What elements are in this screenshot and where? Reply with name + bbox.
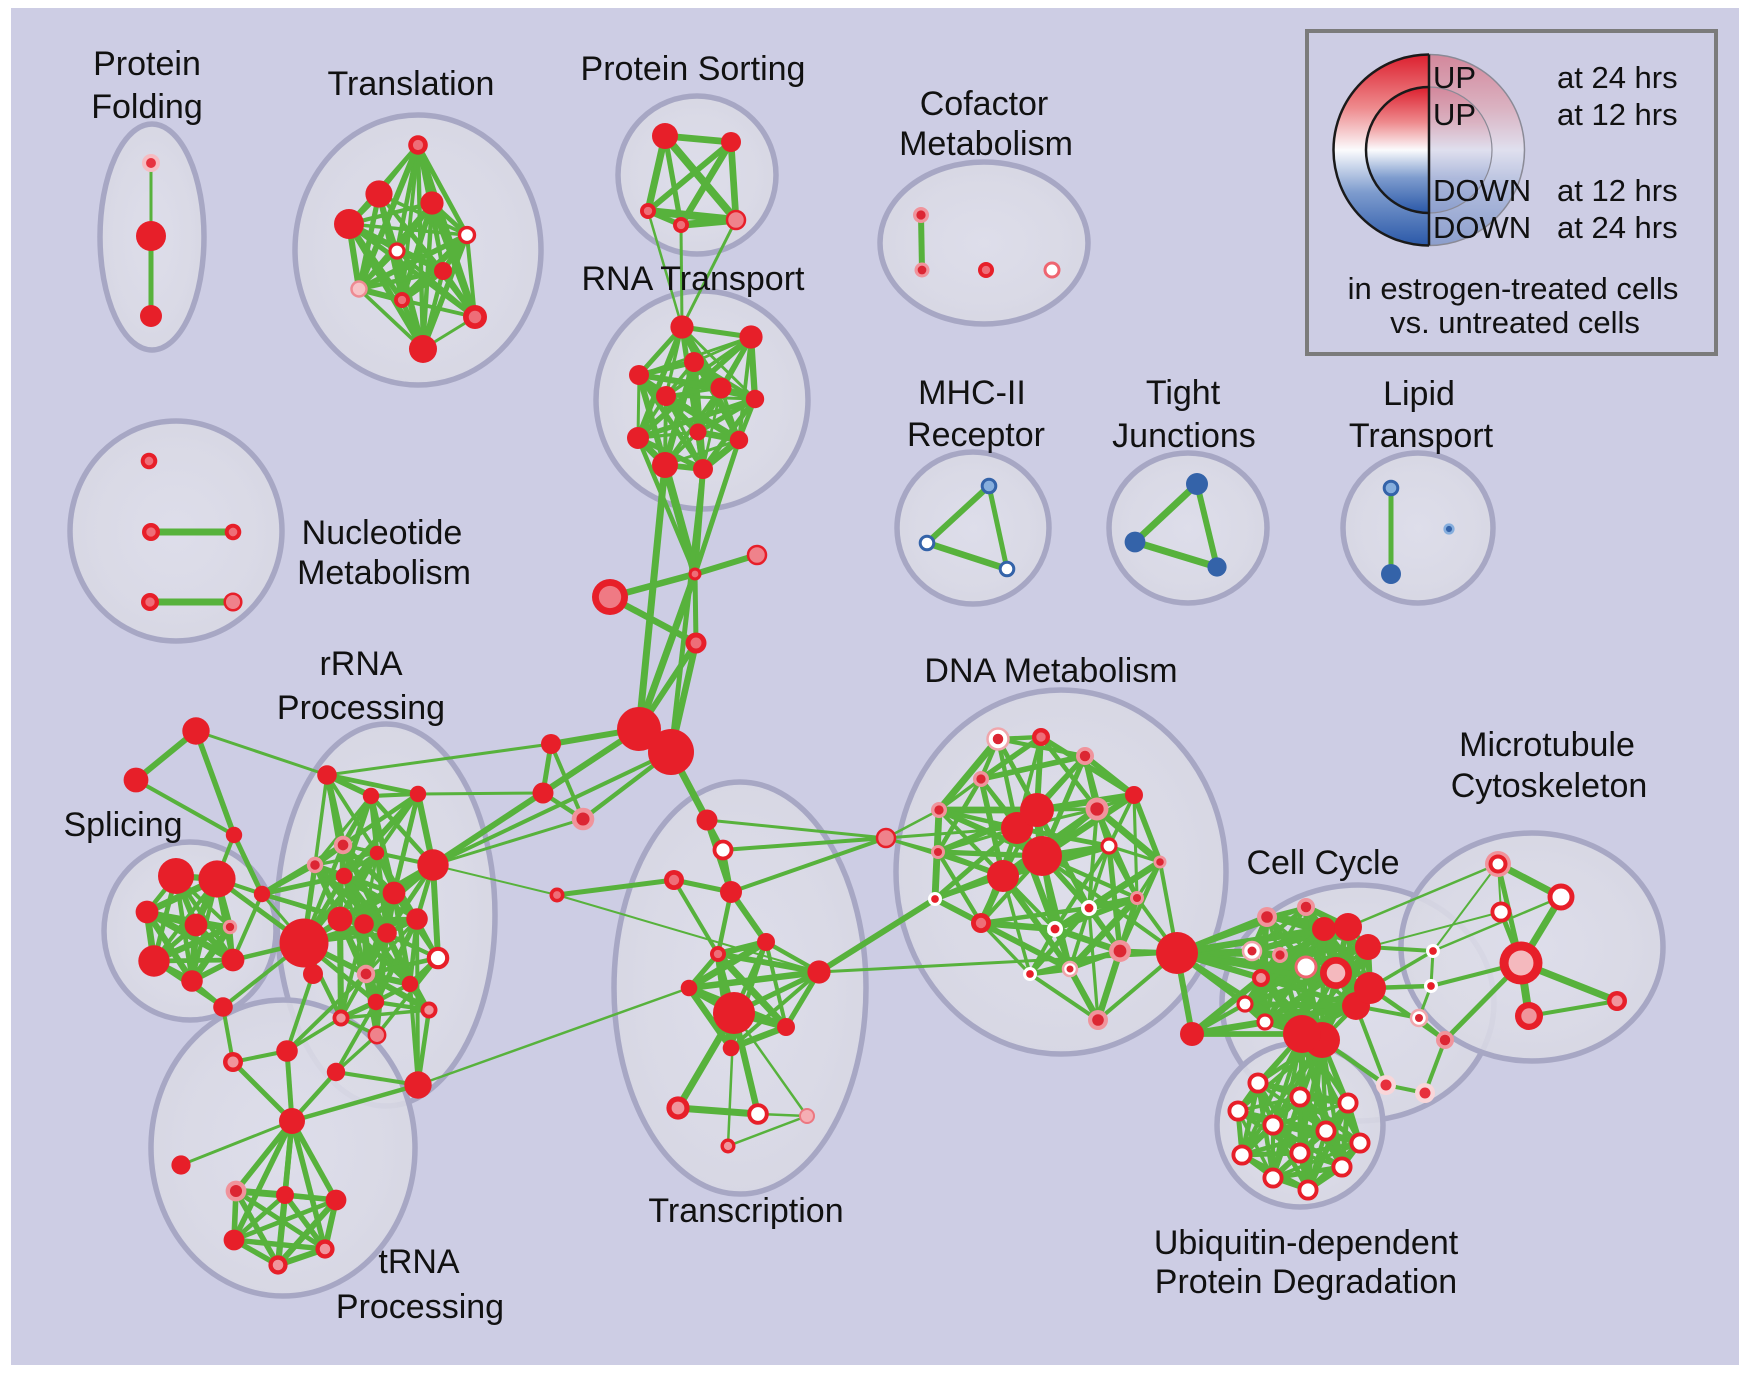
svg-text:DOWN: DOWN [1433,173,1531,208]
svg-text:UP: UP [1433,97,1476,132]
svg-text:Cofactor: Cofactor [920,85,1049,123]
svg-text:Transport: Transport [1349,417,1494,455]
svg-text:UP: UP [1433,60,1476,95]
svg-text:RNA Transport: RNA Transport [582,260,806,298]
svg-text:Metabolism: Metabolism [899,125,1073,163]
svg-text:at 12 hrs: at 12 hrs [1557,97,1678,132]
svg-text:Receptor: Receptor [907,416,1045,454]
svg-text:Lipid: Lipid [1383,375,1455,413]
svg-text:MHC-II: MHC-II [918,374,1026,412]
svg-text:Processing: Processing [336,1288,504,1326]
svg-text:Cell Cycle: Cell Cycle [1246,844,1399,882]
svg-text:DOWN: DOWN [1433,210,1531,245]
svg-text:Nucleotide: Nucleotide [302,514,463,552]
svg-text:Protein Degradation: Protein Degradation [1155,1263,1457,1301]
svg-text:Splicing: Splicing [63,806,182,844]
svg-text:vs. untreated cells: vs. untreated cells [1390,305,1640,340]
svg-text:Processing: Processing [277,689,445,727]
svg-text:Transcription: Transcription [648,1192,843,1230]
svg-text:rRNA: rRNA [319,645,402,683]
svg-text:tRNA: tRNA [378,1243,460,1281]
svg-text:at 24 hrs: at 24 hrs [1557,60,1678,95]
svg-text:in estrogen-treated cells: in estrogen-treated cells [1348,271,1679,306]
svg-text:Ubiquitin-dependent: Ubiquitin-dependent [1154,1224,1459,1262]
svg-text:Junctions: Junctions [1112,417,1256,455]
svg-text:Protein Sorting: Protein Sorting [581,50,806,88]
svg-text:Folding: Folding [91,88,203,126]
svg-text:Protein: Protein [93,45,201,83]
svg-text:DNA Metabolism: DNA Metabolism [924,652,1177,690]
svg-text:at 24 hrs: at 24 hrs [1557,210,1678,245]
svg-text:Cytoskeleton: Cytoskeleton [1451,767,1648,805]
svg-text:Translation: Translation [328,65,495,103]
svg-text:at 12 hrs: at 12 hrs [1557,173,1678,208]
svg-text:Microtubule: Microtubule [1459,726,1635,764]
svg-text:Metabolism: Metabolism [297,554,471,592]
svg-text:Tight: Tight [1146,374,1221,412]
